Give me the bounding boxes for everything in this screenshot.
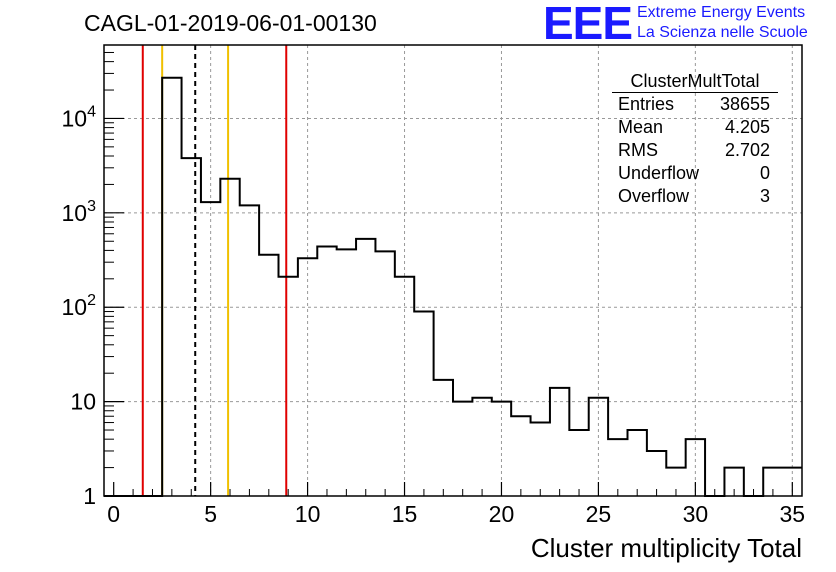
- stats-label: Entries: [618, 94, 675, 114]
- plot-title: CAGL-01-2019-06-01-00130: [84, 10, 377, 36]
- axis-ticks: [104, 44, 793, 497]
- stats-title: ClusterMultTotal: [612, 70, 778, 93]
- stats-row: RMS 2.702: [612, 139, 778, 162]
- x-tick-label: 35: [780, 501, 806, 527]
- y-tick-label: 102: [62, 292, 97, 320]
- x-tick-label: 30: [683, 501, 709, 527]
- x-tick-label: 5: [204, 501, 217, 527]
- eee-logo: EEE Extreme Energy Events La Scienza nel…: [543, 0, 833, 49]
- plot-frame: [103, 44, 803, 497]
- stats-label: Underflow: [618, 163, 700, 183]
- x-tick-label: 15: [392, 501, 418, 527]
- stats-row: Entries 38655: [612, 93, 778, 116]
- histogram-outline: [104, 76, 802, 497]
- stats-value: 3: [759, 186, 770, 206]
- marker-lines: [141, 45, 288, 496]
- y-tick-label: 10: [70, 389, 96, 415]
- stats-value: 38655: [719, 94, 770, 114]
- stats-value: 2.702: [724, 140, 770, 160]
- stats-box: ClusterMultTotal Entries 38655 Mean 4.205 RM…: [612, 70, 778, 208]
- eee-logo-letters: EEE: [543, 0, 633, 49]
- x-tick-label: 0: [107, 501, 120, 527]
- stats-row: Underflow 0: [612, 162, 778, 185]
- stats-rows: Entries 38655 Mean 4.205 RMS 2.702 Underflow 0 O…: [612, 93, 778, 208]
- stats-row: Mean 4.205: [612, 116, 778, 139]
- stats-value: 4.205: [724, 117, 770, 137]
- x-tick-label: 25: [586, 501, 612, 527]
- stats-label: RMS: [618, 140, 658, 160]
- eee-logo-line2: La Scienza nelle Scuole: [637, 24, 808, 41]
- eee-logo-line1: Extreme Energy Events: [637, 4, 806, 21]
- stats-row: Overflow 3: [612, 185, 778, 208]
- x-axis-label: Cluster multiplicity Total: [530, 533, 802, 563]
- stats-value: 0: [759, 163, 770, 183]
- x-tick-label: 10: [295, 501, 321, 527]
- stats-label: Overflow: [618, 186, 690, 206]
- stats-label: Mean: [618, 117, 664, 137]
- x-tick-label: 20: [489, 501, 515, 527]
- y-tick-label: 1: [83, 483, 96, 509]
- histogram-series: [104, 76, 802, 497]
- y-tick-label: 104: [62, 103, 97, 131]
- y-tick-label: 103: [62, 198, 97, 226]
